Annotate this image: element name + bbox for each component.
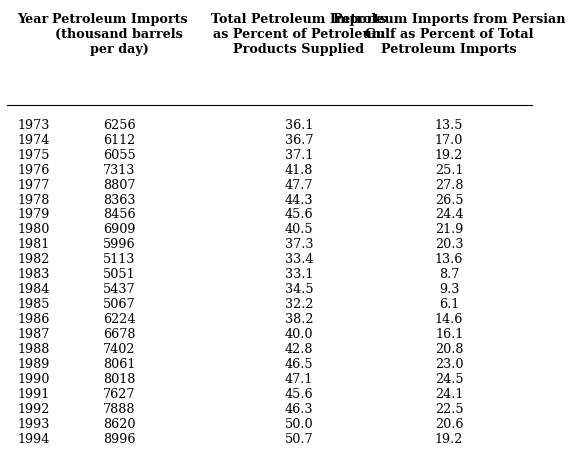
Text: 33.4: 33.4: [285, 253, 313, 266]
Text: 24.5: 24.5: [435, 373, 464, 386]
Text: 20.6: 20.6: [435, 418, 464, 431]
Text: 1994: 1994: [17, 433, 50, 446]
Text: 20.3: 20.3: [435, 238, 464, 251]
Text: 1987: 1987: [17, 328, 50, 341]
Text: 24.4: 24.4: [435, 208, 464, 221]
Text: 26.5: 26.5: [435, 194, 464, 206]
Text: 6224: 6224: [103, 313, 135, 326]
Text: 50.0: 50.0: [285, 418, 313, 431]
Text: 20.8: 20.8: [435, 343, 464, 356]
Text: 7627: 7627: [103, 388, 135, 401]
Text: 27.8: 27.8: [435, 179, 464, 192]
Text: 14.6: 14.6: [435, 313, 464, 326]
Text: 6112: 6112: [103, 134, 135, 147]
Text: 40.0: 40.0: [285, 328, 313, 341]
Text: 5113: 5113: [103, 253, 135, 266]
Text: 8456: 8456: [103, 208, 136, 221]
Text: 1985: 1985: [17, 298, 50, 311]
Text: 42.8: 42.8: [285, 343, 313, 356]
Text: 8620: 8620: [103, 418, 135, 431]
Text: 1992: 1992: [17, 403, 50, 416]
Text: 13.6: 13.6: [435, 253, 464, 266]
Text: 1978: 1978: [17, 194, 50, 206]
Text: 47.7: 47.7: [285, 179, 313, 192]
Text: 1981: 1981: [17, 238, 50, 251]
Text: 46.3: 46.3: [285, 403, 313, 416]
Text: 46.5: 46.5: [285, 358, 313, 371]
Text: 44.3: 44.3: [285, 194, 313, 206]
Text: 7313: 7313: [103, 163, 135, 176]
Text: 8807: 8807: [103, 179, 135, 192]
Text: 1989: 1989: [17, 358, 50, 371]
Text: 45.6: 45.6: [285, 388, 313, 401]
Text: 19.2: 19.2: [435, 149, 464, 162]
Text: 32.2: 32.2: [285, 298, 313, 311]
Text: 37.3: 37.3: [285, 238, 313, 251]
Text: 47.1: 47.1: [285, 373, 313, 386]
Text: 33.1: 33.1: [285, 269, 313, 282]
Text: 36.7: 36.7: [285, 134, 313, 147]
Text: 45.6: 45.6: [285, 208, 313, 221]
Text: 8363: 8363: [103, 194, 135, 206]
Text: 1983: 1983: [17, 269, 50, 282]
Text: 6678: 6678: [103, 328, 135, 341]
Text: 1975: 1975: [17, 149, 50, 162]
Text: 34.5: 34.5: [285, 283, 313, 296]
Text: 1980: 1980: [17, 224, 50, 237]
Text: 6909: 6909: [103, 224, 135, 237]
Text: 13.5: 13.5: [435, 119, 464, 132]
Text: 41.8: 41.8: [285, 163, 313, 176]
Text: 7402: 7402: [103, 343, 135, 356]
Text: 5051: 5051: [103, 269, 136, 282]
Text: 5437: 5437: [103, 283, 136, 296]
Text: 1988: 1988: [17, 343, 50, 356]
Text: 5996: 5996: [103, 238, 136, 251]
Text: 1982: 1982: [17, 253, 50, 266]
Text: 6055: 6055: [103, 149, 136, 162]
Text: Petroleum Imports
(thousand barrels
per day): Petroleum Imports (thousand barrels per …: [52, 13, 187, 56]
Text: 8.7: 8.7: [439, 269, 460, 282]
Text: 1974: 1974: [17, 134, 50, 147]
Text: Year: Year: [17, 13, 49, 26]
Text: 17.0: 17.0: [435, 134, 464, 147]
Text: 1973: 1973: [17, 119, 50, 132]
Text: 1979: 1979: [17, 208, 50, 221]
Text: 16.1: 16.1: [435, 328, 463, 341]
Text: 1991: 1991: [17, 388, 50, 401]
Text: 24.1: 24.1: [435, 388, 464, 401]
Text: 1986: 1986: [17, 313, 50, 326]
Text: 5067: 5067: [103, 298, 136, 311]
Text: 6256: 6256: [103, 119, 136, 132]
Text: Total Petroleum Imports
as Percent of Petroleum
Products Supplied: Total Petroleum Imports as Percent of Pe…: [211, 13, 387, 56]
Text: 6.1: 6.1: [439, 298, 460, 311]
Text: 8996: 8996: [103, 433, 135, 446]
Text: Petroleum Imports from Persian
Gulf as Percent of Total
Petroleum Imports: Petroleum Imports from Persian Gulf as P…: [333, 13, 565, 56]
Text: 1976: 1976: [17, 163, 50, 176]
Text: 8018: 8018: [103, 373, 135, 386]
Text: 8061: 8061: [103, 358, 135, 371]
Text: 23.0: 23.0: [435, 358, 464, 371]
Text: 19.2: 19.2: [435, 433, 464, 446]
Text: 22.5: 22.5: [435, 403, 464, 416]
Text: 1990: 1990: [17, 373, 50, 386]
Text: 40.5: 40.5: [285, 224, 313, 237]
Text: 1984: 1984: [17, 283, 50, 296]
Text: 9.3: 9.3: [439, 283, 460, 296]
Text: 36.1: 36.1: [285, 119, 313, 132]
Text: 1977: 1977: [17, 179, 50, 192]
Text: 1993: 1993: [17, 418, 50, 431]
Text: 50.7: 50.7: [285, 433, 313, 446]
Text: 38.2: 38.2: [285, 313, 313, 326]
Text: 7888: 7888: [103, 403, 135, 416]
Text: 25.1: 25.1: [435, 163, 464, 176]
Text: 37.1: 37.1: [285, 149, 313, 162]
Text: 21.9: 21.9: [435, 224, 464, 237]
